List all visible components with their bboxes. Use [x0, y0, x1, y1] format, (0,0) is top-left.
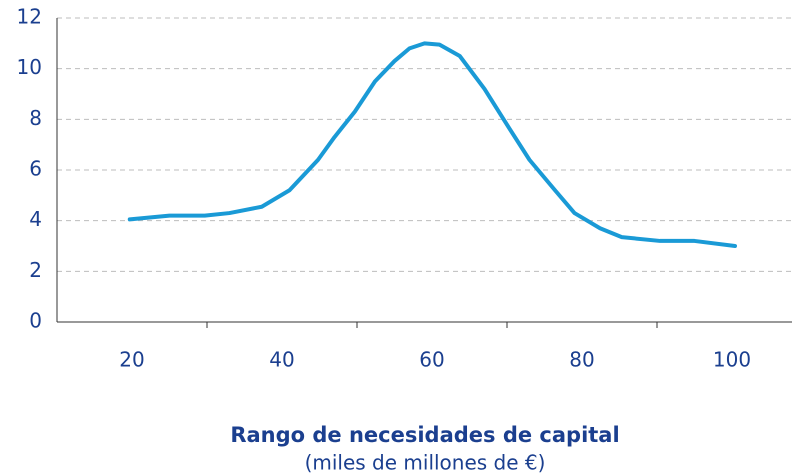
y-tick-label: 6 [29, 157, 42, 181]
y-tick-label: 0 [29, 309, 42, 333]
y-tick-label: 10 [17, 55, 42, 79]
x-tick-label: 100 [713, 348, 751, 372]
x-axis-title: Rango de necesidades de capital [230, 423, 619, 447]
x-axis-subtitle: (miles de millones de €) [305, 451, 546, 474]
y-tick-label: 8 [29, 106, 42, 130]
line [127, 41, 737, 248]
x-tick-label: 40 [269, 348, 294, 372]
y-tick-label: 12 [17, 5, 42, 29]
x-tick-label: 60 [419, 348, 444, 372]
y-tick-label: 2 [29, 258, 42, 282]
x-tick-label: 80 [569, 348, 594, 372]
y-tick-label: 4 [29, 207, 42, 231]
x-tick-label: 20 [119, 348, 144, 372]
